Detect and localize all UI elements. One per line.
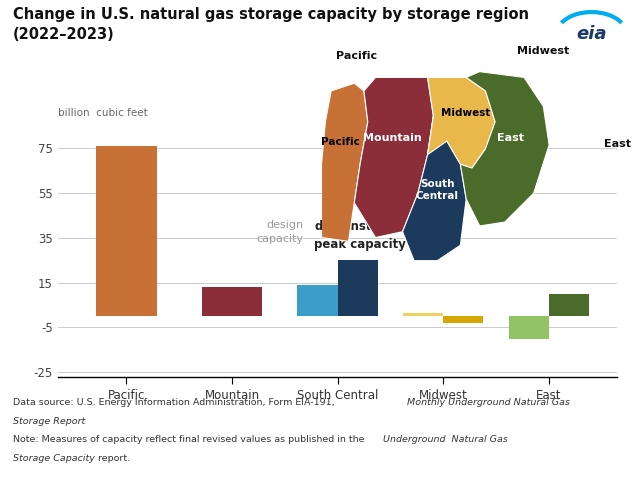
Bar [298, 285, 338, 316]
Text: Mountain: Mountain [363, 133, 422, 143]
Text: (2022–2023): (2022–2023) [13, 27, 114, 42]
Bar [96, 146, 156, 316]
Bar [403, 313, 443, 316]
Polygon shape [354, 77, 433, 238]
Polygon shape [428, 77, 495, 168]
Text: East: East [604, 139, 631, 149]
Bar [548, 294, 589, 316]
Text: report.: report. [95, 454, 131, 463]
Text: demonstrated
peak capacity: demonstrated peak capacity [314, 220, 408, 251]
Bar [338, 260, 377, 316]
Text: design
capacity: design capacity [257, 220, 303, 244]
Text: Storage Report: Storage Report [13, 417, 85, 426]
Text: Change in U.S. natural gas storage capacity by storage region: Change in U.S. natural gas storage capac… [13, 7, 529, 22]
Text: Midwest: Midwest [517, 46, 570, 56]
Text: Monthly Underground Natural Gas: Monthly Underground Natural Gas [407, 398, 570, 408]
Text: Pacific: Pacific [322, 137, 360, 147]
Text: Pacific: Pacific [336, 51, 377, 61]
Text: billion  cubic feet: billion cubic feet [58, 108, 148, 118]
Text: Midwest: Midwest [442, 108, 491, 118]
Text: South
Central: South Central [416, 179, 458, 201]
Text: Storage Capacity: Storage Capacity [13, 454, 95, 463]
Text: Data source: U.S. Energy Information Administration, Form EIA-191,: Data source: U.S. Energy Information Adm… [13, 398, 338, 408]
Text: eia: eia [576, 26, 607, 43]
Polygon shape [460, 71, 549, 226]
Bar [509, 316, 548, 339]
Polygon shape [403, 116, 466, 261]
Text: East: East [497, 133, 524, 143]
Text: Underground  Natural Gas: Underground Natural Gas [383, 435, 508, 444]
Bar [202, 287, 262, 316]
Text: Note: Measures of capacity reflect final revised values as published in the: Note: Measures of capacity reflect final… [13, 435, 367, 444]
Polygon shape [322, 83, 368, 242]
Bar [443, 316, 484, 323]
